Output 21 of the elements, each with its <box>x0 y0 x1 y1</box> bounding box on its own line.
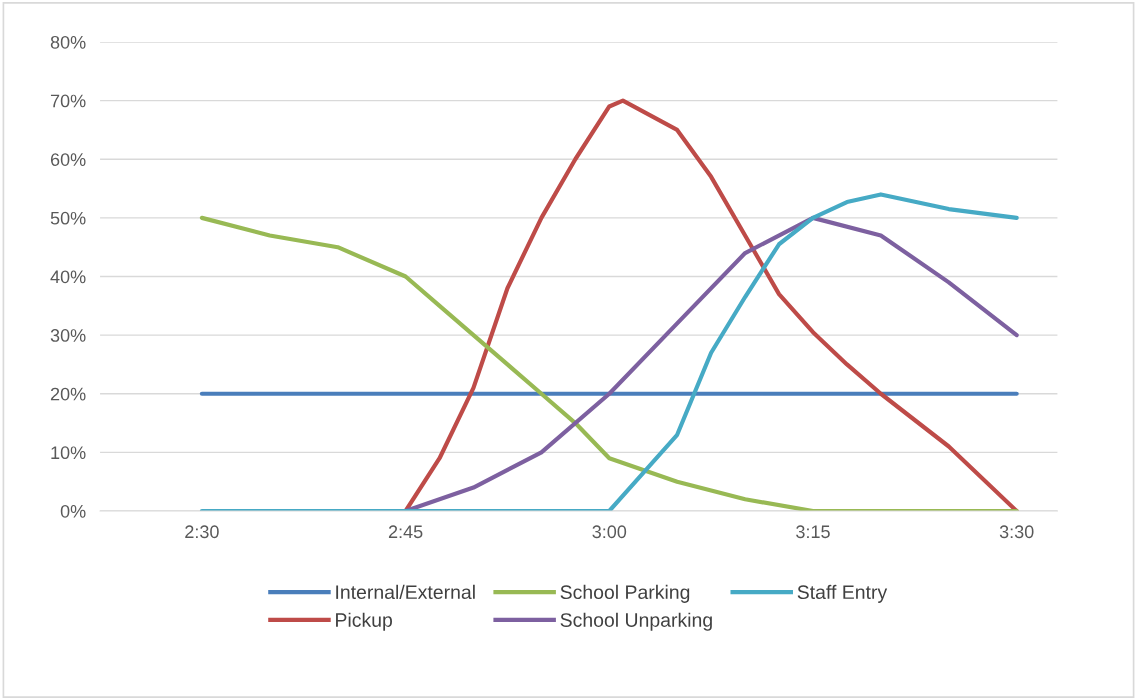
y-tick-label: 40% <box>50 270 86 284</box>
y-tick-label: 10% <box>51 446 86 460</box>
y-tick-label: 0% <box>60 504 86 518</box>
y-tick-label: 60% <box>50 153 86 166</box>
y-tick-label: 30% <box>50 329 86 342</box>
x-tick-label: 2:45 <box>388 525 423 539</box>
x-tick-label: 3:00 <box>592 525 627 539</box>
legend-label: School Parking <box>560 584 690 603</box>
y-tick-label: 70% <box>50 94 86 108</box>
y-tick-label: 80% <box>50 35 86 49</box>
x-tick-label: 3:15 <box>796 525 830 539</box>
legend-label: School Unparking <box>560 612 712 631</box>
legend-label: Staff Entry <box>797 584 888 603</box>
x-tick-label: 3:30 <box>999 525 1034 539</box>
line-series <box>403 215 1019 511</box>
line-series <box>403 98 1019 511</box>
y-tick-label: 50% <box>50 211 86 225</box>
legend-label: Pickup <box>336 612 393 631</box>
legend-label: Internal/External <box>336 584 475 600</box>
y-tick-label: 20% <box>50 387 86 401</box>
x-tick-label: 2:30 <box>185 525 219 539</box>
